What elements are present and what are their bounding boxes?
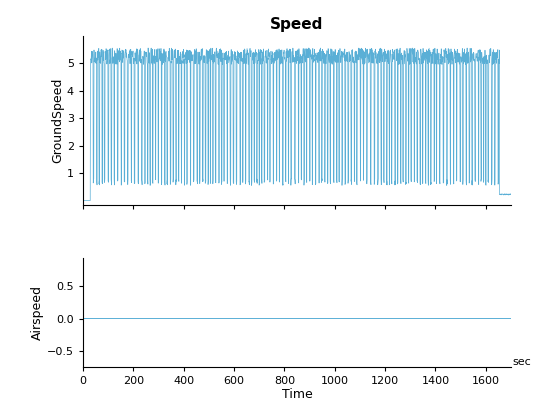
- Text: sec: sec: [513, 357, 531, 367]
- Y-axis label: Airspeed: Airspeed: [31, 285, 44, 339]
- Title: Speed: Speed: [270, 17, 324, 32]
- Y-axis label: GroundSpeed: GroundSpeed: [51, 78, 64, 163]
- X-axis label: Time: Time: [281, 388, 312, 401]
